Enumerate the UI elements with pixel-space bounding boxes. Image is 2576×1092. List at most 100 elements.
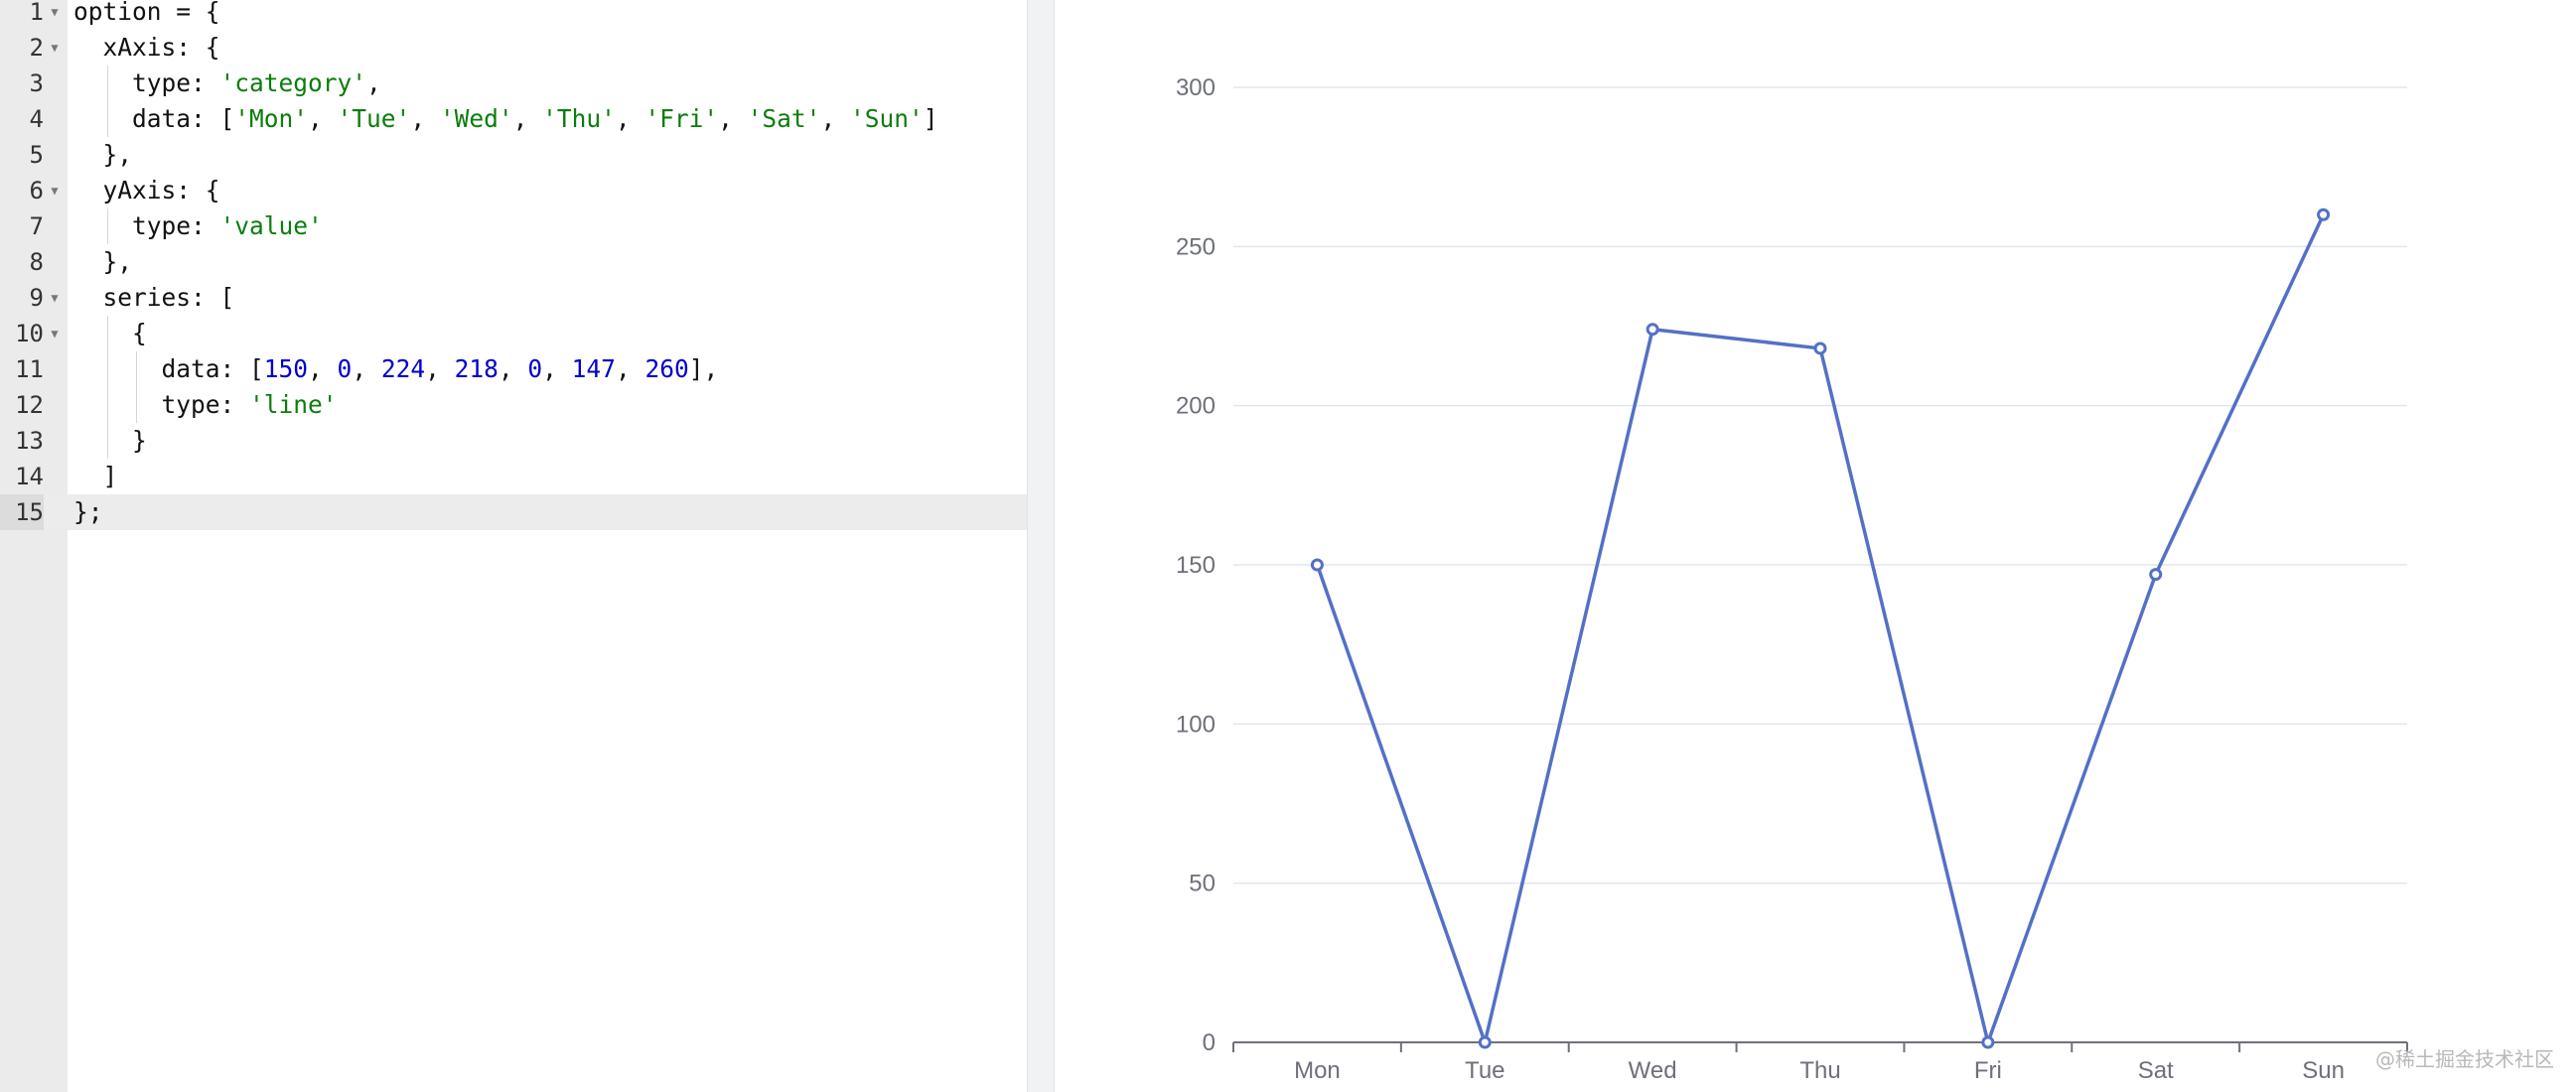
data-point[interactable] (2149, 568, 2163, 582)
code-text[interactable]: type: 'value' (73, 208, 323, 244)
data-point[interactable] (2317, 207, 2331, 221)
code-text[interactable]: { (73, 316, 147, 351)
data-point[interactable] (1478, 1035, 1492, 1049)
data-point[interactable] (1981, 1035, 1995, 1049)
data-point[interactable] (1646, 323, 1659, 337)
x-tick-label: Fri (1974, 1057, 2002, 1084)
code-token: , (425, 354, 455, 383)
code-token: { (73, 319, 147, 347)
chart-preview-pane: 0 50 100 150 200 250 300 Mon Tue Wed Thu Fri Sat Sun (1055, 0, 2576, 1092)
code-token: series: [ (73, 283, 235, 312)
line-number: 4 (29, 105, 44, 133)
data-point[interactable] (1813, 341, 1827, 355)
code-token: type: (73, 390, 250, 419)
code-line[interactable]: 8 }, (0, 244, 1027, 280)
fold-toggle-icon[interactable]: ▼ (51, 291, 59, 305)
code-token: , (498, 354, 528, 383)
y-tick-label: 100 (1176, 711, 1216, 738)
code-line[interactable]: 10 ▼ { (0, 316, 1027, 351)
code-text[interactable]: type: 'line' (73, 387, 338, 423)
number-token: 0 (337, 354, 353, 383)
code-line[interactable]: 3 type: 'category', (0, 66, 1027, 101)
line-number: 1 (29, 0, 44, 26)
code-line[interactable]: 1 ▼ option = { (0, 0, 1027, 30)
number-token: 147 (571, 354, 616, 383)
fold-toggle-icon[interactable]: ▼ (51, 184, 59, 198)
indent-guide (106, 423, 108, 459)
series-line (1315, 213, 2326, 1044)
line-number: 5 (29, 141, 44, 169)
code-line[interactable]: 4 data: ['Mon', 'Tue', 'Wed', 'Thu', 'Fr… (0, 101, 1027, 137)
code-token: type: (73, 211, 220, 240)
x-tick-label: Sun (2302, 1057, 2345, 1084)
code-line[interactable]: 9 ▼ series: [ (0, 280, 1027, 316)
code-text[interactable]: yAxis: { (73, 173, 220, 208)
code-line[interactable]: 7 type: 'value' (0, 208, 1027, 244)
line-number: 9 (29, 284, 44, 312)
string-token: 'Thu' (542, 104, 616, 133)
code-token: , (615, 354, 645, 383)
number-token: 224 (380, 354, 426, 383)
x-tick-label: Sat (2138, 1057, 2174, 1084)
code-text[interactable]: }; (73, 494, 103, 530)
code-token: , (615, 104, 645, 133)
code-token: }, (73, 140, 133, 169)
string-token: 'Sat' (747, 104, 821, 133)
code-text[interactable]: ] (73, 459, 118, 494)
fold-toggle-icon[interactable]: ▼ (51, 327, 59, 341)
code-text[interactable]: option = { (73, 0, 220, 30)
y-tick-label: 250 (1176, 233, 1216, 260)
code-line[interactable]: 14 ] (0, 459, 1027, 494)
code-line[interactable]: 15}; (0, 494, 1027, 530)
code-text[interactable]: } (73, 423, 147, 459)
y-tick-label: 200 (1176, 393, 1216, 420)
code-line[interactable]: 12 type: 'line' (0, 387, 1027, 423)
code-token: , (820, 104, 850, 133)
line-number: 11 (15, 355, 44, 383)
indent-guide (106, 387, 108, 423)
pane-splitter[interactable] (1027, 0, 1055, 1092)
code-line[interactable]: 2 ▼ xAxis: { (0, 30, 1027, 66)
code-token: , (366, 68, 381, 97)
code-text[interactable]: xAxis: { (73, 30, 220, 66)
indent-guide (106, 351, 108, 387)
string-token: 'Mon' (234, 104, 309, 133)
code-text[interactable]: type: 'category', (73, 66, 381, 101)
x-tick-label: Mon (1294, 1057, 1341, 1084)
code-line[interactable]: 6 ▼ yAxis: { (0, 173, 1027, 208)
y-tick-label: 0 (1203, 1029, 1216, 1056)
code-token: }, (73, 247, 133, 276)
fold-toggle-icon[interactable]: ▼ (51, 41, 59, 55)
code-text[interactable]: data: ['Mon', 'Tue', 'Wed', 'Thu', 'Fri'… (73, 101, 937, 137)
code-text[interactable]: }, (73, 137, 133, 173)
code-token: , (352, 354, 381, 383)
string-token: 'Fri' (644, 104, 719, 133)
code-line[interactable]: 11 data: [150, 0, 224, 218, 0, 147, 260]… (0, 351, 1027, 387)
indent-guide (106, 316, 108, 351)
code-token: , (308, 354, 338, 383)
fold-toggle-icon[interactable]: ▼ (51, 5, 59, 19)
y-tick-label: 300 (1176, 74, 1216, 101)
string-token: 'line' (249, 390, 338, 419)
code-token: , (718, 104, 748, 133)
code-token: data: [ (73, 354, 264, 383)
line-number: 2 (29, 34, 44, 62)
number-token: 218 (454, 354, 499, 383)
code-line[interactable]: 5 }, (0, 137, 1027, 173)
line-number-gutter (0, 0, 68, 1092)
x-tick-label: Thu (1799, 1057, 1840, 1084)
code-line[interactable]: 13 } (0, 423, 1027, 459)
string-token: 'Tue' (337, 104, 411, 133)
y-tick-label: 50 (1189, 871, 1216, 897)
string-token: 'category' (219, 68, 367, 97)
code-token: option = { (73, 0, 220, 26)
line-number: 10 (15, 320, 44, 347)
y-tick-label: 150 (1176, 552, 1216, 579)
code-text[interactable]: series: [ (73, 280, 235, 316)
string-token: 'Sun' (849, 104, 924, 133)
code-text[interactable]: data: [150, 0, 224, 218, 0, 147, 260], (73, 351, 719, 387)
code-text[interactable]: }, (73, 244, 133, 280)
number-token: 150 (263, 354, 309, 383)
code-editor[interactable]: 1 ▼ option = { 2 ▼ xAxis: {3 type: 'category… (0, 0, 1027, 1092)
data-point[interactable] (1310, 558, 1324, 572)
